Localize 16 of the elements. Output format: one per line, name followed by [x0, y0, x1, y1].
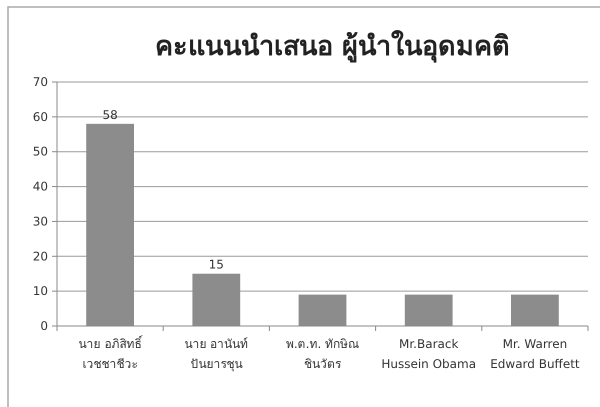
y-tick-label: 50 [32, 144, 48, 159]
data-label: 58 [102, 108, 118, 122]
x-tick-label: Mr. Warren Edward Buffett [490, 337, 580, 371]
y-tick-label: 20 [32, 249, 48, 264]
y-tick-label: 0 [40, 319, 48, 333]
y-tick-label: 10 [32, 284, 48, 298]
y-tick-label: 30 [32, 214, 48, 228]
x-tick-label: นาย อภิสิทธิ์ เวชชาชีวะ [78, 335, 144, 371]
y-tick-label: 60 [32, 110, 48, 124]
y-tick-label: 70 [32, 75, 48, 89]
chart-title: คะแนนนำเสนอ ผู้นำในอุดมคติ [154, 30, 510, 63]
x-tick-label: พ.ต.ท. ทักษิณ ชินวัตร [286, 337, 360, 371]
x-tick-label: Mr.Barack Hussein Obama [381, 337, 476, 371]
x-tick-label: นาย อานันท์ ปันยารชุน [184, 337, 248, 372]
data-label: 15 [208, 258, 224, 272]
y-tick-label: 40 [32, 180, 48, 194]
